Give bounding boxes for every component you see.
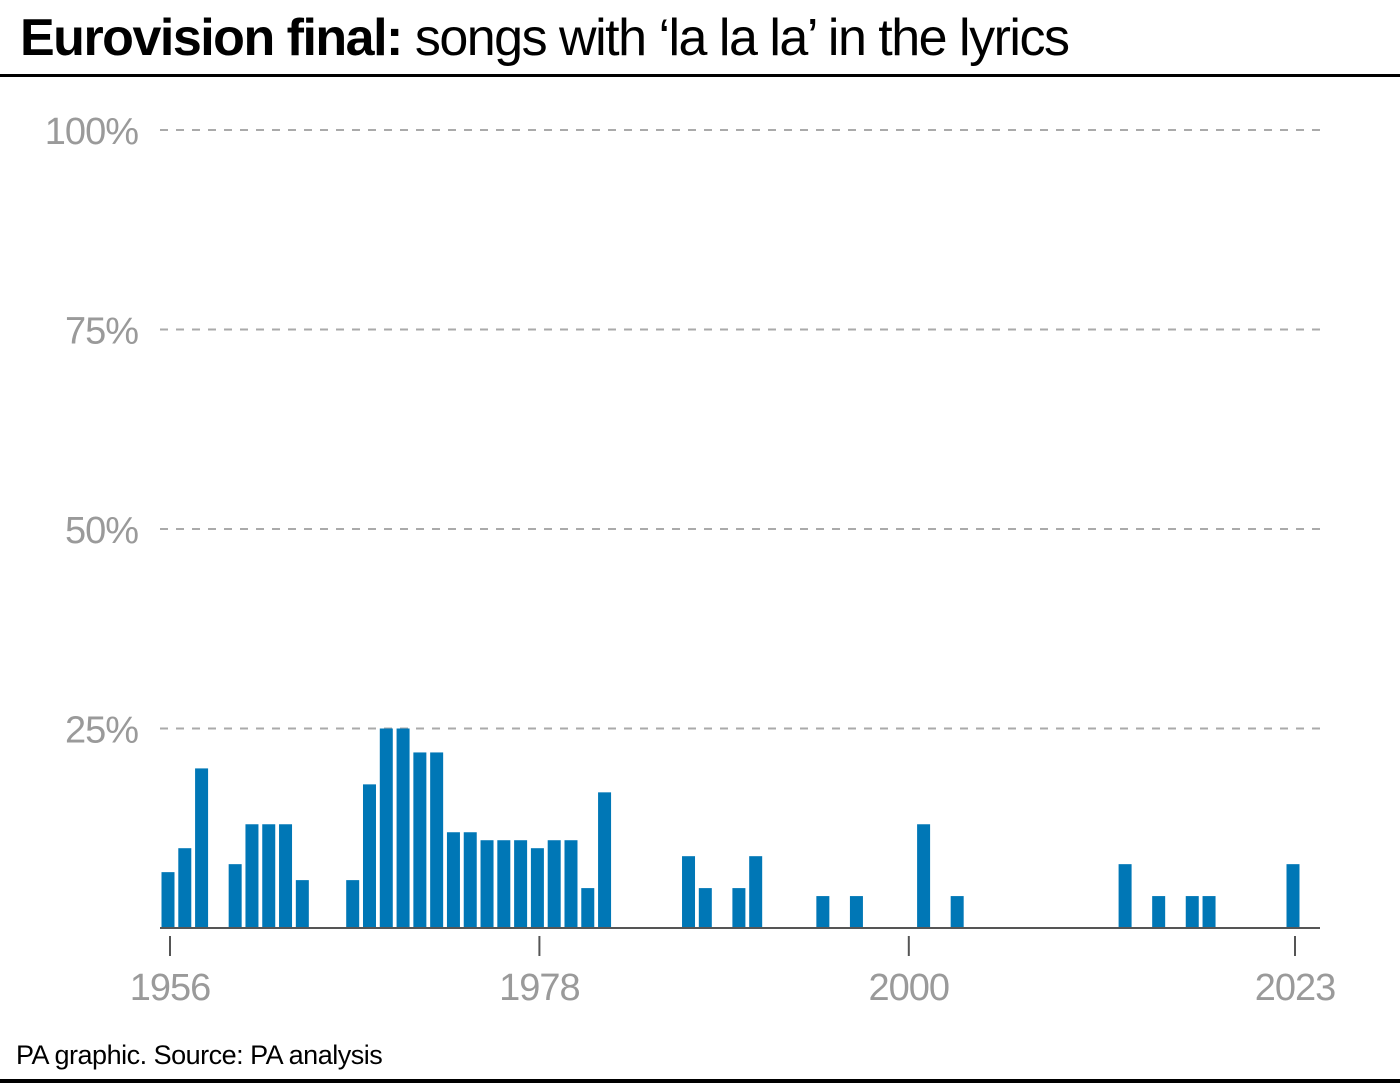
title-bold: Eurovision final: [20,9,403,67]
bar-1991 [749,856,763,928]
bar-1970 [396,728,410,928]
bar-1978 [530,848,544,928]
bar-2018 [1202,896,1216,928]
bar-1969 [379,728,393,928]
bar-1988 [698,888,712,928]
source-note: PA graphic. Source: PA analysis [16,1040,383,1070]
bar-1987 [682,856,696,928]
bar-1964 [295,880,309,928]
bar-2017 [1185,896,1199,928]
bar-1975 [480,840,494,928]
bar-1963 [279,824,293,928]
y-tick-label-100: 100% [45,111,138,153]
x-tick-label-1956: 1956 [130,967,211,1009]
bar-1961 [245,824,259,928]
bar-1956 [161,872,175,928]
bottom-rule [0,1079,1400,1083]
y-tick-label-75: 75% [65,311,138,353]
bar-2023 [1286,864,1300,928]
bar-1962 [262,824,276,928]
x-tick-label-2023: 2023 [1255,967,1336,1009]
chart-title: Eurovision final: songs with ‘la la la’ … [20,6,1070,70]
bar-1979 [547,840,561,928]
bar-1972 [430,752,444,928]
bar-2001 [917,824,931,928]
y-tick-label-25: 25% [65,710,138,752]
bar-1967 [346,880,360,928]
bar-1968 [362,784,376,928]
bar-1974 [463,832,477,928]
bar-2015 [1152,896,1166,928]
bar-1957 [178,848,192,928]
bar-1971 [413,752,427,928]
bar-1958 [195,768,209,928]
bar-1982 [598,792,612,928]
x-tick-label-2000: 2000 [869,967,950,1009]
bar-layer [161,728,1300,928]
bar-1980 [564,840,578,928]
bar-1981 [581,888,595,928]
y-tick-label-50: 50% [65,510,138,552]
bar-1977 [514,840,528,928]
bar-1997 [849,896,863,928]
grid-layer: 25% 50% 75% 100% [45,111,1320,752]
bar-2013 [1118,864,1132,928]
bar-2003 [950,896,964,928]
bar-1995 [816,896,830,928]
bar-1973 [446,832,460,928]
top-rule [0,74,1400,77]
bar-1976 [497,840,511,928]
title-rest: songs with ‘la la la’ in the lyrics [414,9,1070,67]
x-tick-label-1978: 1978 [499,967,580,1009]
bar-chart: 25% 50% 75% 100% 1956 1978 2000 2023 [45,111,1336,1009]
bar-1960 [228,864,242,928]
axis-layer: 1956 1978 2000 2023 [130,927,1336,1009]
bar-1990 [732,888,746,928]
